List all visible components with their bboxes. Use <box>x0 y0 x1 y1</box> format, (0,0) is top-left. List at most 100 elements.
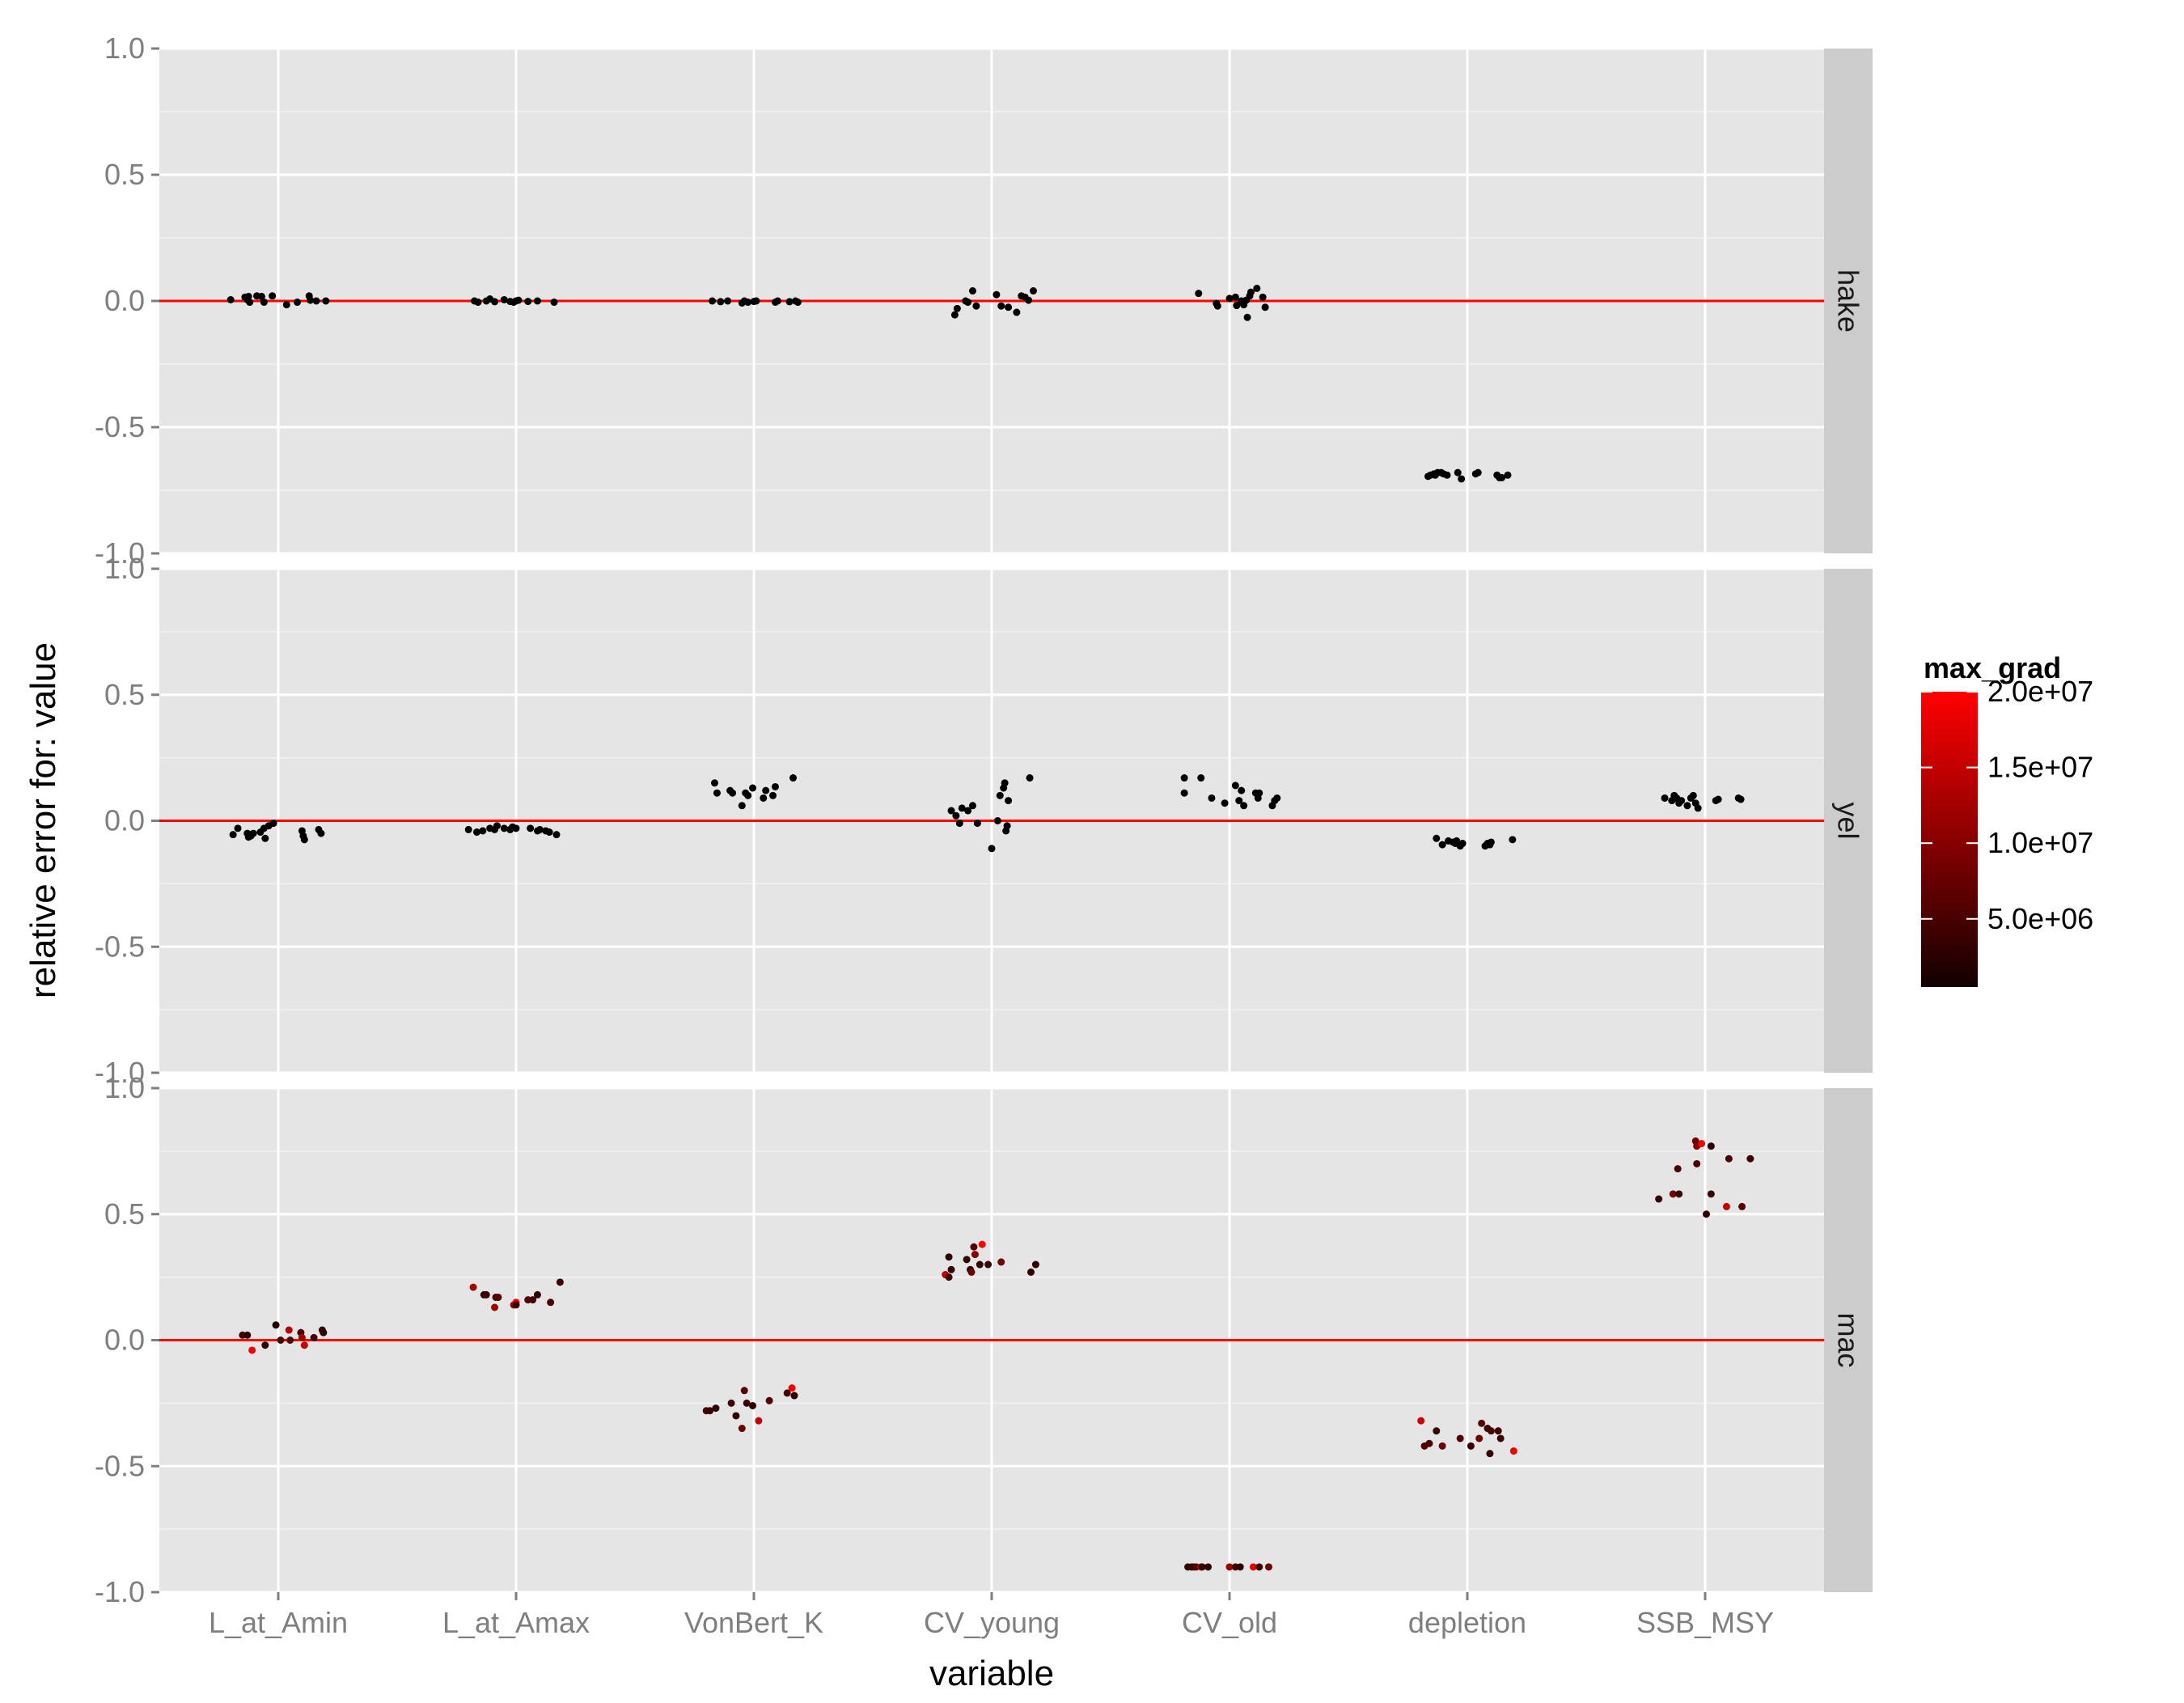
colorbar-tick-label: 5.0e+06 <box>1987 902 2093 935</box>
data-point <box>533 1290 541 1298</box>
data-point <box>972 302 980 310</box>
facet-strip-label: yel <box>1832 802 1865 839</box>
data-point <box>1261 303 1269 311</box>
y-tick-label: 1.0 <box>104 32 145 65</box>
y-tick-label: -0.5 <box>95 930 145 963</box>
data-point <box>1669 1190 1677 1198</box>
data-point <box>1478 1419 1486 1427</box>
data-point <box>976 1260 984 1269</box>
data-point <box>243 1331 252 1339</box>
data-point <box>1746 1154 1754 1163</box>
data-point <box>984 1260 993 1269</box>
data-point <box>1221 799 1229 807</box>
data-point <box>1208 794 1216 802</box>
data-point <box>1238 786 1246 794</box>
data-point <box>1198 1563 1206 1571</box>
data-point <box>1433 834 1441 842</box>
facet-panel-hake: 1.0 0.5 0.0 -0.5 -1.0 hake <box>95 32 1873 570</box>
x-tick-label: SSB_MSY <box>1636 1606 1774 1639</box>
data-point <box>771 782 779 790</box>
data-point <box>322 297 330 305</box>
data-point <box>732 1412 740 1420</box>
data-point <box>286 1337 294 1344</box>
data-point <box>1417 1417 1425 1425</box>
data-point <box>482 1290 490 1298</box>
y-tick-label: 1.0 <box>104 1071 145 1104</box>
data-point <box>1438 841 1446 849</box>
data-point <box>1498 473 1506 481</box>
data-point <box>1674 1165 1682 1173</box>
data-point <box>1265 1563 1273 1571</box>
data-point <box>491 1303 499 1311</box>
data-point <box>491 298 499 306</box>
data-point <box>717 298 725 306</box>
data-point <box>1005 797 1013 805</box>
data-point <box>709 297 717 305</box>
data-point <box>500 295 508 303</box>
data-point <box>993 817 1001 824</box>
y-tick-label: -1.0 <box>95 1056 145 1089</box>
data-point <box>552 831 561 839</box>
data-point <box>964 807 972 815</box>
data-point <box>749 784 757 792</box>
facet-strip <box>1824 1088 1873 1592</box>
data-point <box>785 298 794 306</box>
y-tick-label: -1.0 <box>95 536 145 570</box>
data-point <box>1509 1447 1517 1455</box>
data-point <box>1225 1563 1234 1571</box>
colorbar-tick-label: 2.0e+07 <box>1987 675 2093 708</box>
y-tick-label: 0.5 <box>104 678 145 711</box>
data-point <box>710 779 718 787</box>
data-point <box>1438 1442 1446 1450</box>
data-point <box>967 1268 976 1276</box>
facet-strip <box>1824 49 1873 553</box>
data-point <box>783 1389 791 1397</box>
data-point <box>968 802 976 810</box>
data-point <box>1454 468 1462 477</box>
data-point <box>997 1258 1005 1266</box>
data-point <box>260 299 268 307</box>
data-point <box>1487 1427 1495 1435</box>
data-point <box>1425 1439 1433 1447</box>
facet-panel-mac: 1.0 0.5 0.0 -0.5 -1.0 mac <box>95 1071 1873 1608</box>
data-point <box>1698 1140 1706 1148</box>
data-point <box>1453 837 1461 845</box>
data-point <box>738 1425 746 1433</box>
data-point <box>1678 797 1686 805</box>
data-point <box>1255 789 1263 797</box>
data-point <box>973 820 981 828</box>
data-point <box>1031 1260 1039 1269</box>
data-point <box>744 791 752 799</box>
data-point <box>1013 308 1021 316</box>
data-point <box>1231 293 1239 301</box>
data-point <box>1240 802 1248 810</box>
data-point <box>317 829 325 837</box>
data-point <box>945 1273 953 1281</box>
data-point <box>1494 1427 1502 1435</box>
data-point <box>1236 1563 1244 1571</box>
data-point <box>529 1296 537 1304</box>
data-point <box>500 824 508 832</box>
data-point <box>479 827 487 835</box>
data-point <box>1025 296 1033 304</box>
data-point <box>1694 804 1702 812</box>
data-point <box>1738 1202 1746 1210</box>
facet-strip <box>1824 569 1873 1073</box>
data-point <box>1195 290 1203 298</box>
data-point <box>1496 1434 1505 1442</box>
data-point <box>996 791 1004 799</box>
y-tick-label: 0.5 <box>104 158 145 191</box>
data-point <box>743 1399 751 1407</box>
data-point <box>1027 1268 1035 1276</box>
data-point <box>978 1240 986 1248</box>
data-point <box>298 1333 306 1341</box>
data-point <box>968 287 976 295</box>
x-axis-title: variable <box>929 1654 1054 1693</box>
data-point <box>1243 313 1251 321</box>
data-point <box>1246 288 1255 296</box>
data-point <box>945 1253 953 1261</box>
data-point <box>285 1326 293 1334</box>
data-point <box>958 804 966 812</box>
